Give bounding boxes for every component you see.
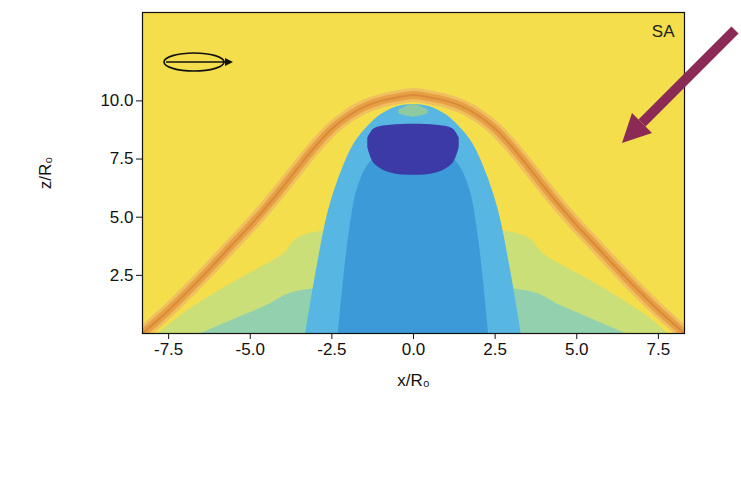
svg-text:-5.0: -5.0 [236, 340, 265, 359]
svg-text:5.0: 5.0 [565, 340, 589, 359]
svg-text:x/R₀: x/R₀ [397, 371, 430, 390]
svg-text:z/R₀: z/R₀ [36, 157, 55, 190]
svg-text:-2.5: -2.5 [317, 340, 346, 359]
svg-text:SA: SA [652, 22, 675, 41]
svg-text:2.5: 2.5 [110, 266, 134, 285]
svg-text:10.0: 10.0 [100, 91, 133, 110]
svg-text:-7.5: -7.5 [154, 340, 183, 359]
svg-text:2.5: 2.5 [483, 340, 507, 359]
svg-text:7.5: 7.5 [647, 340, 671, 359]
svg-text:5.0: 5.0 [110, 208, 134, 227]
svg-text:0.0: 0.0 [402, 340, 426, 359]
svg-text:7.5: 7.5 [110, 149, 134, 168]
